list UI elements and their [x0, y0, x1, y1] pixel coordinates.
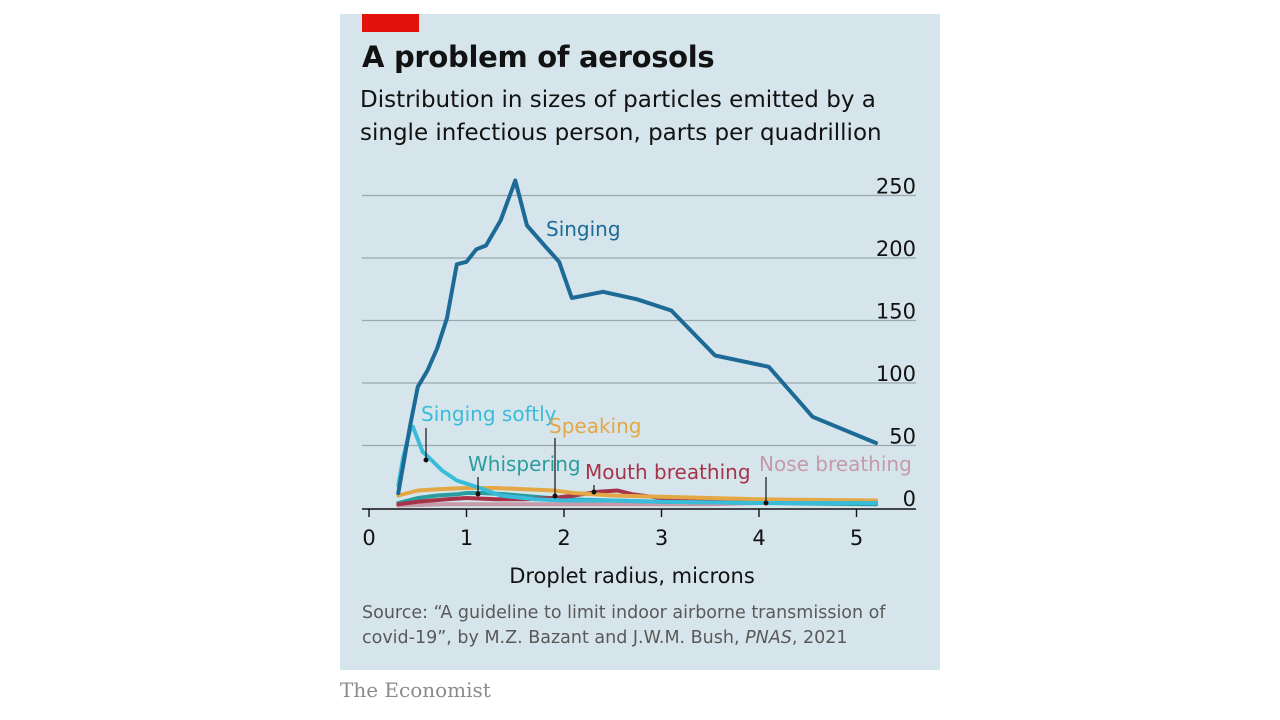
label-leader-dot — [591, 489, 597, 495]
x-tick-label: 2 — [557, 526, 570, 550]
series-line-singing-softly — [396, 424, 878, 505]
series-label: Singing — [546, 217, 621, 241]
y-tick-label: 0 — [903, 487, 916, 511]
x-tick-label: 0 — [362, 526, 375, 550]
brand-accent-tag — [362, 14, 419, 32]
series-line-mouth-breathing — [396, 488, 878, 507]
x-tick-label: 1 — [460, 526, 473, 550]
x-axis: 0 1 2 3 4 5 — [362, 508, 916, 550]
source-publication: PNAS — [745, 628, 792, 648]
publisher-logo: The Economist — [340, 678, 491, 702]
label-leader-dot — [763, 500, 769, 506]
label-leader-dot — [475, 491, 481, 497]
source-note: Source: “A guideline to limit indoor air… — [362, 601, 922, 651]
y-tick-label: 100 — [876, 362, 916, 386]
y-axis-ticks: 0 50 100 150 200 250 — [876, 175, 916, 512]
x-tick-label: 4 — [752, 526, 765, 550]
y-tick-label: 50 — [889, 425, 916, 449]
series-line-singing — [396, 178, 878, 495]
label-leader-dot — [552, 493, 558, 499]
series-label: Mouth breathing — [585, 460, 751, 484]
source-year: , 2021 — [791, 628, 848, 648]
series-label: Nose breathing — [759, 452, 912, 476]
source-text: Source: “A guideline to limit indoor air… — [362, 603, 886, 648]
x-tick-label: 5 — [850, 526, 863, 550]
y-tick-label: 250 — [876, 175, 916, 199]
y-tick-label: 150 — [876, 300, 916, 324]
y-tick-label: 200 — [876, 237, 916, 261]
x-tick-label: 3 — [655, 526, 668, 550]
series-line-speaking — [396, 486, 878, 503]
series-label: Speaking — [549, 414, 641, 438]
series-label: Singing softly — [421, 402, 557, 426]
series-lines — [396, 178, 878, 508]
label-leader-dot — [423, 457, 429, 463]
series-label: Whispering — [468, 452, 581, 476]
chart-subtitle: Distribution in sizes of particles emitt… — [360, 87, 882, 146]
x-axis-label: Droplet radius, microns — [509, 564, 755, 588]
chart-title: A problem of aerosols — [362, 40, 715, 74]
gridlines — [362, 194, 916, 447]
